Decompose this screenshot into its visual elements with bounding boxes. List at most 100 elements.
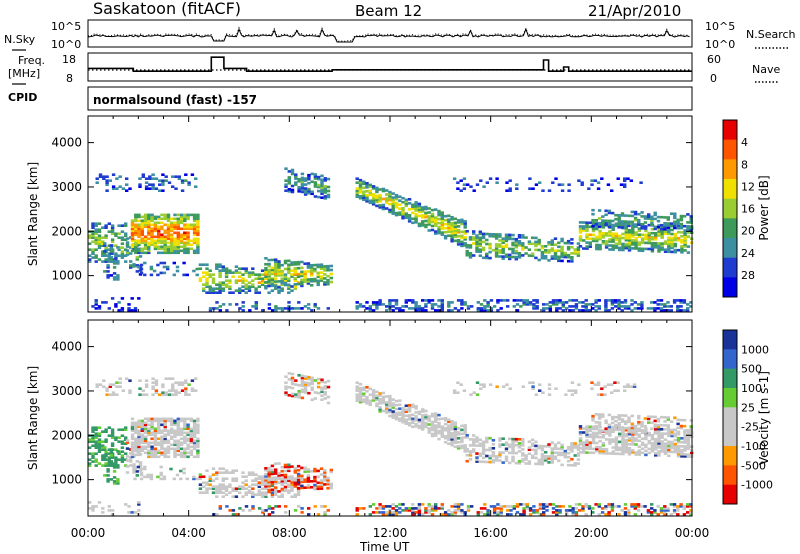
velocity-cell	[472, 448, 476, 451]
power-cell	[110, 228, 115, 231]
power-cell	[401, 216, 405, 220]
velocity-cell	[627, 420, 631, 424]
velocity-cell	[524, 458, 528, 461]
velocity-cell	[130, 441, 135, 445]
velocity-cell	[362, 507, 366, 510]
velocity-cell	[667, 428, 671, 432]
velocity-cell	[456, 431, 461, 434]
velocity-cell	[417, 410, 422, 414]
velocity-cell	[192, 443, 197, 447]
power-cell	[132, 265, 136, 268]
power-cell	[296, 272, 301, 276]
power-cell	[134, 227, 138, 231]
velocity-cell	[453, 433, 458, 437]
velocity-cell	[398, 403, 402, 406]
velocity-cell	[683, 453, 687, 456]
power-cell	[183, 215, 187, 219]
power-cell	[485, 238, 489, 242]
power-cell	[633, 212, 638, 216]
velocity-cell	[94, 426, 98, 429]
power-cell	[244, 267, 248, 270]
power-cell	[670, 228, 674, 232]
power-cell	[631, 227, 635, 230]
velocity-cell	[109, 478, 113, 481]
velocity-cell	[411, 511, 415, 514]
velocity-cell	[375, 511, 379, 514]
power-cell	[287, 180, 291, 183]
power-cell	[147, 215, 151, 219]
velocity-cell	[481, 446, 486, 450]
velocity-cell	[264, 479, 268, 482]
velocity-cell	[437, 413, 441, 417]
power-cell	[287, 301, 291, 304]
power-cell	[591, 307, 595, 310]
velocity-cell	[157, 419, 161, 423]
velocity-cell	[378, 503, 382, 506]
power-cell	[485, 254, 489, 258]
velocity-cell	[466, 509, 471, 512]
power-cell	[211, 277, 216, 280]
power-cell	[251, 279, 255, 282]
velocity-cell	[323, 477, 327, 480]
velocity-cell	[588, 445, 592, 448]
power-cell	[463, 230, 467, 233]
power-cell	[151, 173, 155, 176]
velocity-cell	[163, 447, 167, 451]
velocity-cell	[166, 455, 171, 459]
velocity-cell	[401, 509, 405, 512]
velocity-cell	[476, 513, 480, 516]
velocity-cell	[596, 393, 601, 396]
power-cell	[320, 184, 324, 188]
power-cell	[673, 248, 677, 252]
velocity-cell	[323, 513, 327, 516]
velocity-cell	[316, 475, 320, 479]
power-cell	[241, 301, 245, 304]
power-cell	[139, 263, 144, 267]
velocity-cell	[371, 511, 376, 514]
power-cell	[627, 243, 632, 246]
velocity-cell	[524, 454, 528, 457]
power-cell	[417, 214, 422, 218]
velocity-cell	[647, 417, 651, 420]
power-cell	[157, 235, 161, 239]
velocity-cell	[534, 444, 538, 448]
power-cell	[183, 241, 187, 245]
power-cell	[683, 237, 687, 240]
velocity-cell	[637, 439, 641, 442]
velocity-cell	[603, 393, 607, 396]
velocity-cell	[137, 429, 141, 433]
power-cell	[101, 252, 105, 255]
velocity-cell	[566, 447, 571, 451]
velocity-cell	[618, 446, 622, 450]
velocity-cell	[621, 434, 625, 438]
velocity-cell	[498, 445, 502, 448]
velocity-cell	[290, 483, 294, 486]
power-cell	[680, 245, 684, 248]
power-cell	[535, 301, 539, 304]
velocity-cell	[667, 448, 671, 452]
velocity-cell	[224, 493, 229, 496]
velocity-cell	[228, 491, 232, 494]
power-cell	[440, 219, 444, 222]
power-cell	[251, 267, 255, 270]
velocity-cell	[124, 438, 128, 441]
velocity-cell	[478, 460, 482, 463]
power-cell	[475, 234, 479, 237]
power-cell	[614, 232, 619, 236]
velocity-cell	[670, 450, 674, 454]
power-cell	[143, 239, 148, 243]
power-cell	[112, 276, 117, 279]
power-cell	[287, 265, 291, 269]
power-cell	[411, 203, 415, 207]
power-cell	[198, 277, 203, 280]
velocity-cell	[614, 423, 618, 427]
power-cell	[244, 279, 248, 282]
velocity-cell	[597, 513, 601, 516]
power-cell	[211, 273, 216, 276]
velocity-cell	[88, 446, 92, 449]
velocity-cell	[460, 440, 464, 444]
velocity-cell	[134, 429, 138, 433]
power-cell	[274, 262, 278, 265]
power-cell	[584, 299, 588, 302]
power-cell	[270, 289, 275, 292]
